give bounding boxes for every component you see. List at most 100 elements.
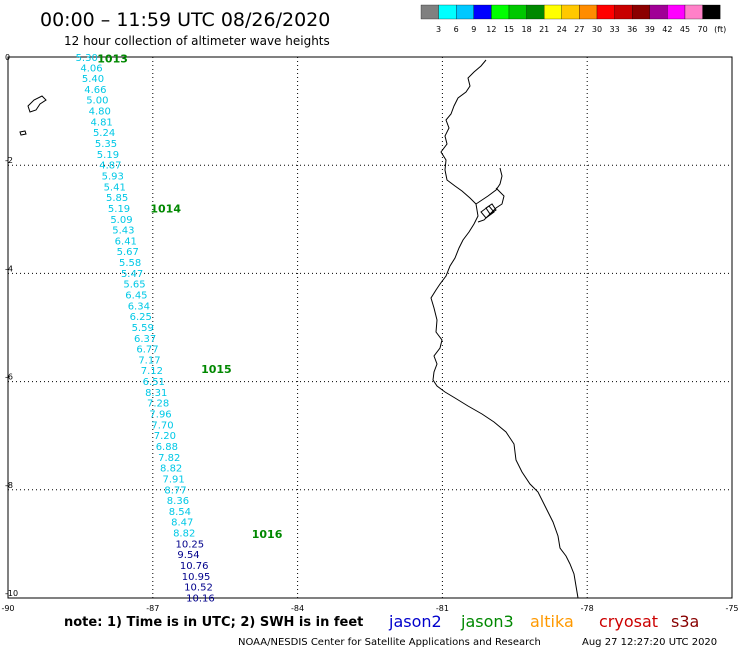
swh-value: 7.70 <box>151 420 173 431</box>
x-tick-label: -87 <box>146 604 159 613</box>
swh-value: 7.82 <box>158 453 180 464</box>
map-subtitle: 12 hour collection of altimeter wave hei… <box>64 34 330 48</box>
swh-value: 5.59 <box>132 323 154 334</box>
swh-value: 6.45 <box>125 290 147 301</box>
legend-label: 39 <box>645 25 655 34</box>
swh-value: 5.41 <box>104 182 126 193</box>
swh-value: 6.77 <box>136 345 158 356</box>
satellite-name: cryosat <box>599 612 658 631</box>
legend-swatch <box>526 4 545 20</box>
y-tick-label: -2 <box>5 156 13 165</box>
x-tick-label: -90 <box>1 604 14 613</box>
legend-label: 24 <box>557 25 567 34</box>
pass-label: 1016 <box>252 528 283 541</box>
footer-credit: NOAA/NESDIS Center for Satellite Applica… <box>238 637 541 648</box>
map-title: 00:00 – 11:59 UTC 08/26/2020 <box>40 9 330 31</box>
legend-label: 6 <box>454 25 459 34</box>
swh-value: 7.96 <box>149 410 171 421</box>
coastline <box>430 59 579 599</box>
pass-label: 1013 <box>97 53 128 66</box>
footer-timestamp: Aug 27 12:27:20 UTC 2020 <box>582 637 717 648</box>
y-tick-label: -6 <box>5 373 13 382</box>
swh-value: 10.52 <box>184 583 213 594</box>
swh-value: 5.93 <box>102 171 124 182</box>
legend-swatch <box>420 4 439 20</box>
swh-value: 5.47 <box>121 269 143 280</box>
legend-label: 36 <box>627 25 637 34</box>
swh-value: 8.36 <box>167 496 189 507</box>
x-tick-label: -84 <box>291 604 304 613</box>
swh-value: 6.34 <box>128 301 150 312</box>
swh-value: 6.51 <box>143 377 165 388</box>
legend-swatch <box>561 4 580 20</box>
satellite-name: s3a <box>671 612 699 631</box>
legend-label: 30 <box>592 25 602 34</box>
legend-swatch <box>702 4 721 20</box>
y-tick-label: -8 <box>5 481 13 490</box>
swh-value: 5.58 <box>119 258 141 269</box>
swh-value: 4.87 <box>99 161 121 172</box>
swh-value: 5.19 <box>97 150 119 161</box>
swh-value: 5.00 <box>86 96 108 107</box>
satellite-name: altika <box>530 612 574 631</box>
swh-value: 6.41 <box>115 236 137 247</box>
legend-label: 27 <box>574 25 584 34</box>
swh-value: 8.47 <box>171 518 193 529</box>
legend-label: 18 <box>522 25 532 34</box>
footer-note: note: 1) Time is in UTC; 2) SWH is in fe… <box>64 615 363 630</box>
pass-label: 1014 <box>150 202 181 215</box>
swh-value: 5.19 <box>108 204 130 215</box>
swh-value: 8.31 <box>145 388 167 399</box>
swh-value: 6.37 <box>134 334 156 345</box>
swh-value: 5.09 <box>110 215 132 226</box>
swh-value: 5.65 <box>123 280 145 291</box>
swh-value: 5.24 <box>93 128 115 139</box>
swh-value: 6.88 <box>156 442 178 453</box>
legend-swatch <box>596 4 615 20</box>
legend-swatch <box>667 4 686 20</box>
satellite-name: jason2 <box>388 612 442 631</box>
legend-label: 3 <box>436 25 441 34</box>
legend-label: (ft) <box>714 25 726 34</box>
swh-value: 7.91 <box>162 474 184 485</box>
swh-value: 10.95 <box>182 572 211 583</box>
swh-value: 8.77 <box>164 485 186 496</box>
legend-label: 9 <box>471 25 476 34</box>
legend-swatch <box>544 4 562 20</box>
legend-swatch <box>649 4 668 20</box>
x-tick-label: -75 <box>725 604 738 613</box>
x-tick-label: -78 <box>581 604 594 613</box>
legend-label: 70 <box>698 25 708 34</box>
swh-value: 8.82 <box>173 529 195 540</box>
legend-swatch <box>491 4 510 20</box>
galapagos-islands <box>19 95 47 136</box>
axis-tick-labels: -90 -87 -84 -81 -78 -75 0 -2 -4 -6 -8 -10 <box>1 53 738 613</box>
y-tick-label: -4 <box>5 264 13 273</box>
swh-value: 5.85 <box>106 193 128 204</box>
swh-value: 5.67 <box>117 247 139 258</box>
swh-value: 9.54 <box>177 550 199 561</box>
swh-value-labels: 5.304.065.404.665.004.804.815.245.355.19… <box>76 53 215 604</box>
satellite-legend: jason2 jason3 altika cryosat s3a <box>388 612 699 631</box>
swh-value: 10.16 <box>186 593 215 604</box>
legend-label: 33 <box>610 25 620 34</box>
legend-swatch <box>456 4 474 20</box>
y-tick-label: 0 <box>5 53 10 62</box>
swh-value: 4.66 <box>84 85 106 96</box>
swh-value: 7.20 <box>154 431 176 442</box>
puna-island <box>480 205 495 219</box>
swh-value: 10.25 <box>175 539 204 550</box>
legend-label: 15 <box>504 25 514 34</box>
swh-value: 4.80 <box>89 107 111 118</box>
swh-value: 7.17 <box>138 355 160 366</box>
swh-value: 4.81 <box>91 117 113 128</box>
pass-label: 1015 <box>201 363 232 376</box>
swh-value: 5.40 <box>82 74 104 85</box>
swh-value: 5.43 <box>112 226 134 237</box>
pass-number-labels: 1013 1014 1015 1016 <box>97 53 282 542</box>
legend-label: 21 <box>539 25 549 34</box>
lat-lon-grid <box>8 57 732 598</box>
islet-small <box>19 130 27 136</box>
gulf-of-guayaquil-inlet <box>475 167 505 223</box>
